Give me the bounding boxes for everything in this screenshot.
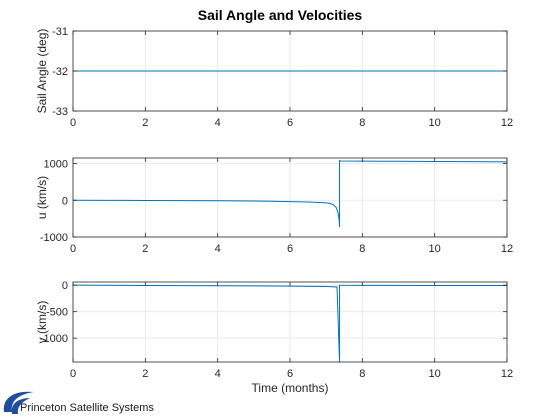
u-velocity-x-tick-label: 0: [70, 243, 76, 255]
v-velocity-x-tick-label: 2: [142, 368, 148, 380]
figure-title: Sail Angle and Velocities: [198, 7, 363, 23]
sail-angle-x-tick-label: 0: [70, 117, 76, 129]
logo-swoosh-inner-icon: [11, 398, 30, 414]
v-velocity-plot: 0 2 4 6 8 10 12 -1000 -500 0 v (km/s) Time (months): [35, 280, 513, 395]
v-velocity-x-tick-label: 4: [215, 368, 221, 380]
v-velocity-y-tick-label: -500: [46, 307, 68, 319]
u-velocity-x-tick-label: 10: [429, 243, 441, 255]
logo-swoosh-icon: [3, 391, 34, 412]
sail-angle-x-tick-label: 6: [287, 117, 293, 129]
u-velocity-y-axis-label: u (km/s): [35, 176, 49, 219]
v-velocity-x-tick-label: 12: [501, 368, 513, 380]
princeton-logo: Princeton Satellite Systems: [3, 391, 154, 414]
v-velocity-y-tick-label: -1000: [40, 333, 68, 345]
v-velocity-y-tick-label: 0: [62, 280, 68, 292]
v-velocity-x-axis-label: Time (months): [252, 381, 329, 395]
v-velocity-y-axis-label: v (km/s): [35, 301, 49, 344]
u-velocity-x-tick-label: 12: [501, 243, 513, 255]
u-velocity-x-tick-label: 6: [287, 243, 293, 255]
sail-angle-x-tick-label: 8: [359, 117, 365, 129]
logo-text: Princeton Satellite Systems: [20, 402, 154, 414]
v-velocity-series-line: [72, 284, 508, 363]
sail-angle-x-tick-label: 12: [501, 117, 513, 129]
sail-angle-y-tick-label: -31: [52, 26, 68, 38]
sail-angle-y-tick-label: -33: [52, 106, 68, 118]
sail-angle-y-axis-label: Sail Angle (deg): [35, 29, 49, 114]
u-velocity-y-tick-label: 0: [62, 195, 68, 207]
sail-angle-y-tick-label: -32: [52, 66, 68, 78]
u-velocity-x-tick-label: 4: [215, 243, 221, 255]
u-velocity-y-tick-label: 1000: [44, 159, 68, 171]
u-velocity-series-line: [72, 159, 508, 228]
u-velocity-y-tick-label: -1000: [40, 232, 68, 244]
v-velocity-x-tick-label: 6: [287, 368, 293, 380]
sail-angle-x-tick-label: 2: [142, 117, 148, 129]
u-velocity-x-tick-label: 2: [142, 243, 148, 255]
sail-angle-x-tick-label: 4: [215, 117, 221, 129]
v-velocity-x-tick-label: 0: [70, 368, 76, 380]
sail-angle-x-tick-label: 10: [429, 117, 441, 129]
v-velocity-x-tick-label: 8: [359, 368, 365, 380]
v-velocity-x-tick-label: 10: [429, 368, 441, 380]
u-velocity-x-tick-label: 8: [359, 243, 365, 255]
